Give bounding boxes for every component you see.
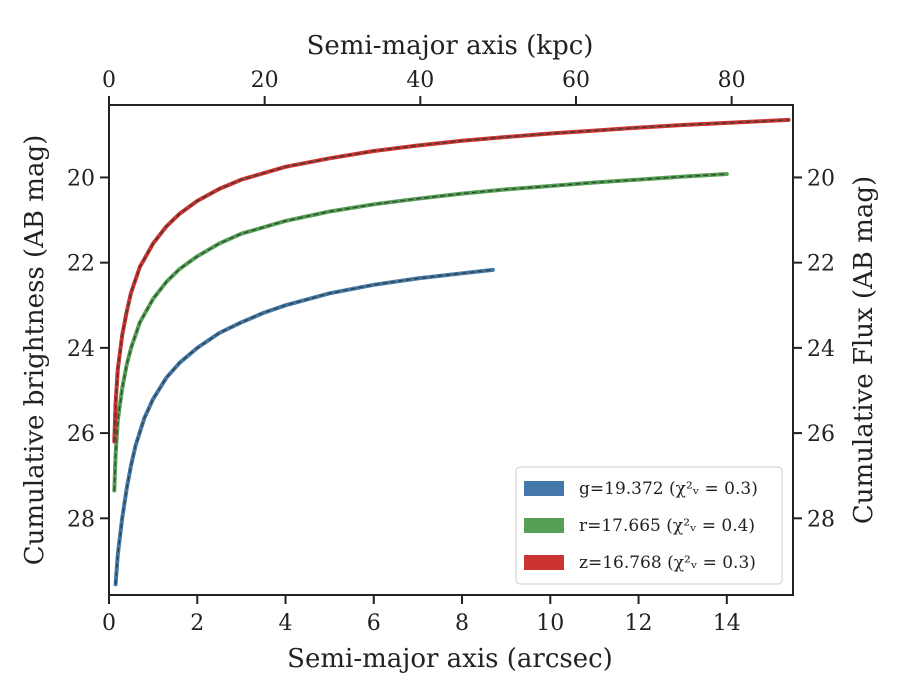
- x-axis-bottom-title: Semi-major axis (arcsec): [287, 644, 613, 674]
- x-bottom-tick-label: 10: [536, 611, 564, 636]
- x-bottom-tick-label: 0: [102, 611, 116, 636]
- y-right-tick-label: 26: [807, 422, 835, 447]
- x-bottom-tick-label: 2: [190, 611, 204, 636]
- legend-box: [515, 466, 783, 585]
- series-line-g: [113, 267, 495, 587]
- legend-label-z: z=16.768 (χ²ᵥ = 0.3): [579, 553, 756, 573]
- legend: g=19.372 (χ²ᵥ = 0.3) r=17.665 (χ²ᵥ = 0.4…: [515, 466, 783, 585]
- x-bottom-tick-label: 8: [455, 611, 469, 636]
- model-fit-line-z: [113, 119, 789, 442]
- legend-swatch-z: [524, 555, 564, 570]
- legend-label-g: g=19.372 (χ²ᵥ = 0.3): [579, 479, 758, 499]
- y-right-tick-label: 20: [807, 166, 835, 191]
- y-left-tick-label: 26: [67, 422, 95, 447]
- x-top-tick-label: 20: [251, 68, 279, 93]
- legend-label-r: r=17.665 (χ²ᵥ = 0.4): [579, 516, 755, 536]
- model-fit-line-g: [114, 269, 493, 585]
- y-left-tick-label: 28: [67, 507, 95, 532]
- y-left-tick-label: 20: [67, 166, 95, 191]
- y-left-tick-label: 24: [67, 337, 95, 362]
- plot-frame: [108, 104, 794, 596]
- series-curves: [112, 117, 791, 587]
- x-bottom-tick-label: 12: [625, 611, 653, 636]
- y-axis-left-title: Cumulative brightness (AB mag): [20, 135, 50, 566]
- legend-swatch-r: [524, 518, 564, 533]
- x-bottom-tick-label: 6: [367, 611, 381, 636]
- x-top-tick-label: 80: [718, 68, 746, 93]
- x-axis-top-title: Semi-major axis (kpc): [307, 31, 594, 61]
- x-top-tick-label: 0: [102, 68, 116, 93]
- x-top-tick-label: 40: [406, 68, 434, 93]
- y-right-tick-label: 24: [807, 337, 835, 362]
- y-axis-right-title: Cumulative Flux (AB mag): [849, 176, 879, 524]
- x-bottom-tick-label: 4: [279, 611, 293, 636]
- y-left-tick-label: 22: [67, 252, 95, 277]
- x-bottom-tick-label: 14: [713, 611, 741, 636]
- series-line-r: [112, 172, 729, 493]
- y-right-tick-label: 28: [807, 507, 835, 532]
- legend-swatch-g: [524, 481, 564, 496]
- x-top-tick-label: 60: [562, 68, 590, 93]
- model-fit-line-r: [113, 173, 727, 491]
- series-line-z: [112, 117, 791, 444]
- y-right-tick-label: 22: [807, 252, 835, 277]
